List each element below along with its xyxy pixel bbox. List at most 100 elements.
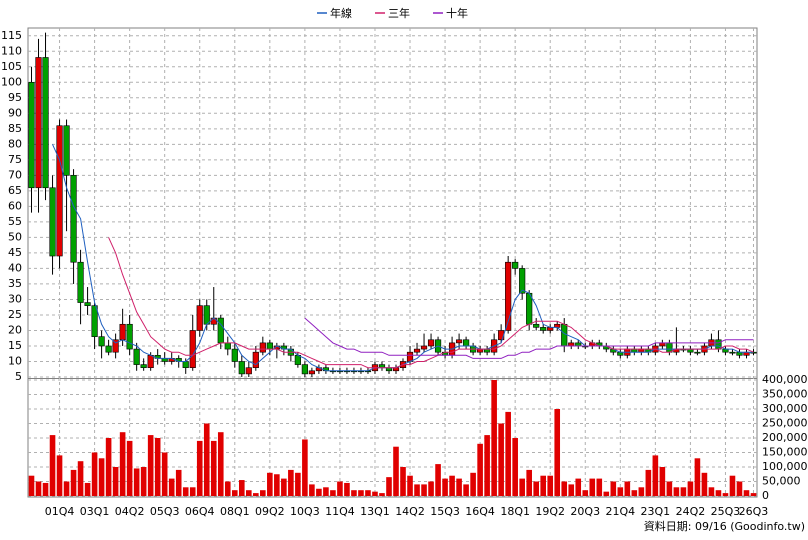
y2-tick-label: 250,000 [762, 417, 808, 430]
candle-body [308, 370, 315, 375]
candle-body [35, 57, 42, 189]
y-tick-label: 20 [8, 323, 22, 336]
volume-bar [638, 487, 645, 496]
candle-body [224, 342, 231, 350]
volume-bar [652, 455, 659, 496]
volume-bar [575, 478, 582, 496]
volume-bar [708, 487, 715, 496]
candle-body [196, 305, 203, 331]
candle-body [526, 292, 533, 325]
y-tick-label: 115 [1, 29, 22, 42]
legend-label: 三年 [388, 6, 410, 20]
volume-bar [267, 472, 273, 496]
volume-bar [119, 432, 126, 496]
volume-bar [610, 481, 617, 496]
footer: 資料日期: 09/16 (Goodinfo.tw) [644, 519, 805, 533]
candle-body [231, 348, 238, 362]
volume-bar [337, 481, 343, 496]
x-tick-label: 15Q3 [430, 505, 460, 518]
candle-body [140, 364, 147, 368]
x-tick-label: 26Q3 [739, 505, 769, 518]
volume-bar [28, 475, 35, 496]
candle-body [512, 261, 519, 269]
volume-bar [217, 432, 224, 496]
y2-tick-label: 300,000 [762, 402, 808, 415]
candle-body [189, 330, 196, 368]
volume-bar [260, 490, 266, 496]
ma-line [108, 237, 754, 369]
volume-bar [687, 481, 694, 496]
volume-bar [393, 446, 399, 496]
volume-bar [112, 467, 119, 496]
volume-bar [519, 478, 525, 496]
volume-bar [400, 467, 406, 496]
candle-body [694, 351, 701, 354]
x-tick-label: 20Q3 [570, 505, 600, 518]
x-tick-label: 11Q4 [325, 505, 355, 518]
volume-bar [498, 423, 504, 496]
volume-bar [414, 484, 420, 496]
volume-bar [175, 469, 182, 496]
volume-bar [547, 475, 554, 496]
volume-bar [435, 464, 441, 496]
volume-bar [77, 461, 84, 496]
volume-bar [428, 481, 434, 496]
volume-bar [246, 490, 252, 496]
candle-body [28, 81, 35, 189]
candle-body [119, 323, 126, 341]
candle-body [238, 361, 245, 375]
volume-bar [505, 411, 511, 496]
volume-bar [330, 490, 336, 496]
candle-body [203, 305, 210, 325]
volume-bar [84, 482, 91, 496]
volume-bar [624, 481, 631, 496]
candle-body [413, 348, 421, 353]
candle-body [56, 125, 63, 257]
x-tick-label: 13Q1 [360, 505, 390, 518]
plot-frame [27, 27, 758, 498]
volume-bar [589, 478, 596, 496]
candle-body [147, 354, 154, 368]
candle-body [420, 345, 428, 350]
candle-body [427, 339, 435, 347]
y-tick-label: 100 [1, 75, 22, 88]
volume-bar [554, 409, 561, 496]
volume-bar [372, 491, 378, 496]
volume-bar [140, 467, 147, 496]
y2-tick-label: 100,000 [762, 460, 808, 473]
volume-bar [631, 490, 638, 496]
volume-bar [168, 478, 175, 496]
volume-bar [463, 484, 469, 496]
y-tick-label: 5 [15, 370, 22, 383]
candle-body [519, 268, 526, 294]
x-tick-label: 05Q3 [150, 505, 180, 518]
volume-bar [407, 475, 413, 496]
x-tick-label: 10Q3 [290, 505, 320, 518]
candle-body [666, 342, 673, 353]
volume-bar [666, 481, 673, 496]
volume-bar [596, 478, 603, 496]
volume-bar [386, 477, 392, 496]
y-tick-label: 50 [8, 230, 22, 243]
volume-bar [274, 474, 280, 496]
legend-label: 十年 [446, 6, 468, 20]
volume-bar [49, 435, 56, 496]
volume-bar [617, 487, 624, 496]
volume-bar [196, 440, 203, 496]
volume-bar [98, 458, 105, 496]
candle-body [105, 345, 112, 353]
x-tick-label: 21Q4 [605, 505, 635, 518]
volume-bar [35, 481, 42, 496]
volume-bar [701, 472, 708, 496]
volume-bar [449, 475, 455, 496]
x-tick-label: 19Q2 [535, 505, 565, 518]
y-tick-label: 35 [8, 277, 22, 290]
volume-bar [750, 493, 757, 496]
volume-bar [344, 482, 350, 496]
volume-bar [63, 481, 70, 496]
x-tick-label: 24Q2 [676, 505, 706, 518]
volume-bar [421, 484, 427, 496]
candle-body [301, 364, 308, 375]
